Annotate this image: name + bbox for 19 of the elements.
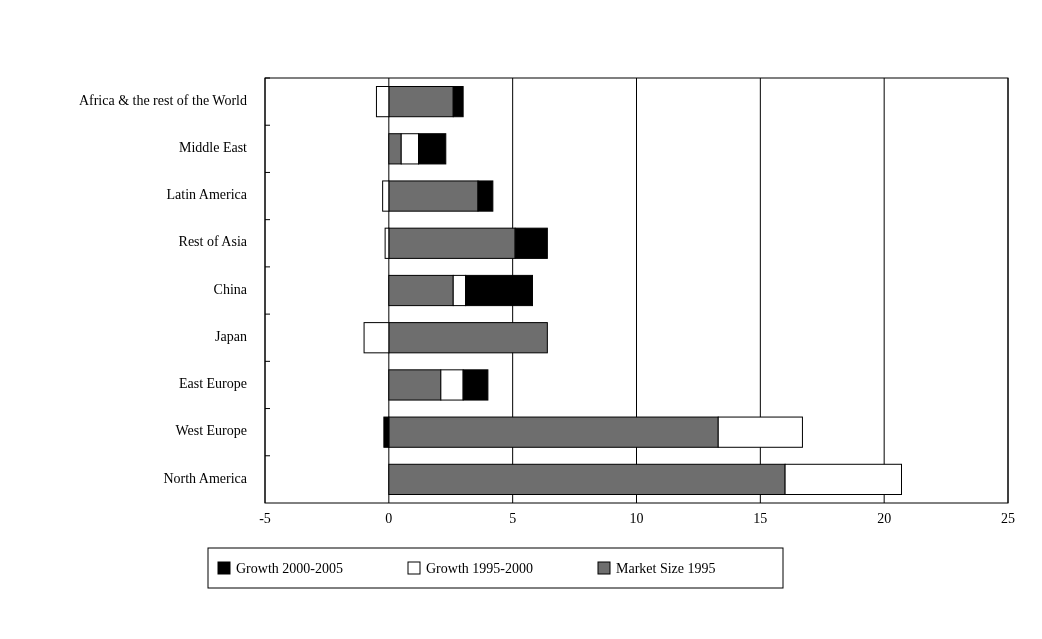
x-tick-label: 5 xyxy=(509,511,517,526)
legend-label: Market Size 1995 xyxy=(616,561,716,576)
y-tick-label: West Europe xyxy=(175,423,247,439)
legend-label: Growth 1995-2000 xyxy=(426,561,533,576)
x-tick-label: 10 xyxy=(629,511,644,526)
y-tick-label: East Europe xyxy=(178,376,247,392)
y-tick-label: North America xyxy=(163,470,248,486)
x-tick-label: 0 xyxy=(385,511,393,526)
y-tick-label: Africa & the rest of the World xyxy=(78,92,247,108)
y-tick-label: Japan xyxy=(215,328,247,344)
x-tick-label: 25 xyxy=(1001,511,1015,526)
y-tick-label: China xyxy=(213,281,248,297)
legend-label: Growth 2000-2005 xyxy=(236,561,343,576)
y-tick-label: Middle East xyxy=(178,140,248,156)
y-tick-label: Latin America xyxy=(166,187,248,203)
y-tick-label: Rest of Asia xyxy=(178,234,248,250)
x-tick-label: 20 xyxy=(877,511,892,526)
x-tick-label: -5 xyxy=(259,511,271,526)
x-tick-label: 15 xyxy=(753,511,768,526)
